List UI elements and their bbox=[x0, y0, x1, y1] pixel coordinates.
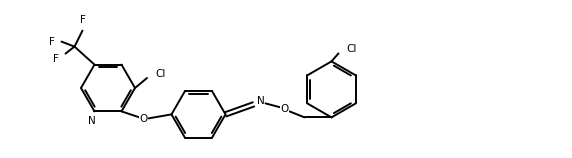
Text: Cl: Cl bbox=[155, 69, 165, 79]
Text: N: N bbox=[88, 116, 96, 126]
Text: O: O bbox=[280, 104, 289, 114]
Text: N: N bbox=[257, 96, 264, 106]
Text: O: O bbox=[140, 114, 148, 124]
Text: F: F bbox=[49, 37, 54, 47]
Text: F: F bbox=[80, 15, 85, 25]
Text: F: F bbox=[53, 54, 58, 64]
Text: Cl: Cl bbox=[347, 44, 357, 54]
